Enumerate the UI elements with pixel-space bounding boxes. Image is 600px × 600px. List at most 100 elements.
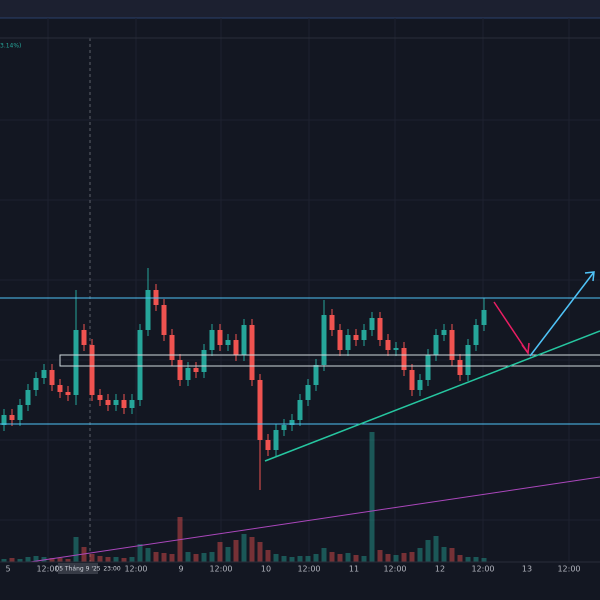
x-tick-label: 12:00 bbox=[383, 565, 406, 574]
candle-body bbox=[329, 315, 335, 330]
candle-body bbox=[449, 330, 455, 360]
candle-body bbox=[337, 330, 343, 350]
volume-bar bbox=[73, 537, 79, 562]
x-tick-label: 12:00 bbox=[36, 565, 59, 574]
volume-bar bbox=[33, 556, 39, 562]
candle-body bbox=[241, 325, 247, 355]
volume-bar bbox=[273, 554, 279, 562]
volume-bar bbox=[97, 556, 103, 562]
volume-bar bbox=[9, 558, 15, 562]
volume-bar bbox=[393, 555, 399, 562]
candle-body bbox=[473, 325, 479, 345]
volume-bar bbox=[481, 558, 487, 562]
candle-body bbox=[345, 335, 351, 350]
candle-body bbox=[17, 405, 23, 420]
candle-body bbox=[97, 395, 103, 400]
candle-body bbox=[425, 355, 431, 380]
volume-bar bbox=[353, 555, 359, 562]
volume-bar bbox=[145, 548, 151, 562]
candle-body bbox=[313, 365, 319, 385]
x-tick-label: 12:00 bbox=[297, 565, 320, 574]
candle-body bbox=[177, 360, 183, 380]
candle-body bbox=[201, 350, 207, 372]
x-tick-label: 23:00 bbox=[103, 566, 120, 573]
volume-bar bbox=[313, 554, 319, 562]
candle-body bbox=[361, 330, 367, 340]
candle-body bbox=[281, 425, 287, 430]
volume-bar bbox=[409, 552, 415, 562]
candle-body bbox=[33, 378, 39, 390]
candle-body bbox=[385, 340, 391, 350]
candle-body bbox=[305, 385, 311, 400]
candle-body bbox=[257, 380, 263, 440]
volume-bar bbox=[241, 534, 247, 562]
volume-bar bbox=[81, 547, 87, 562]
volume-bar bbox=[257, 542, 263, 562]
candle-body bbox=[321, 315, 327, 365]
x-tick-label: 12:00 bbox=[471, 565, 494, 574]
candle-body bbox=[377, 318, 383, 340]
volume-bar bbox=[329, 552, 335, 562]
volume-bar bbox=[105, 557, 111, 562]
candle-body bbox=[249, 325, 255, 380]
candle-body bbox=[65, 392, 71, 395]
candle-body bbox=[401, 348, 407, 370]
drawings bbox=[0, 271, 600, 563]
volume-bar bbox=[57, 558, 63, 562]
candle-body bbox=[417, 380, 423, 390]
candle-body bbox=[481, 310, 487, 325]
volume-bar bbox=[25, 557, 31, 562]
volume-bar bbox=[281, 556, 287, 562]
volume-bar bbox=[65, 559, 71, 562]
candle-body bbox=[193, 368, 199, 372]
change-label: 3.14%) bbox=[0, 43, 21, 50]
candle-body bbox=[265, 440, 271, 450]
candle-body bbox=[409, 370, 415, 390]
candle-body bbox=[225, 340, 231, 345]
volume-bar bbox=[361, 556, 367, 562]
x-tick-label: 11 bbox=[349, 565, 359, 574]
volume-bar bbox=[369, 432, 375, 562]
candle-body bbox=[105, 400, 111, 405]
volume-bar bbox=[249, 537, 255, 562]
volume-bar bbox=[337, 554, 343, 562]
x-tick-label: 10 bbox=[261, 565, 271, 574]
volume-bar bbox=[201, 553, 207, 562]
candle-body bbox=[209, 330, 215, 350]
volume-bar bbox=[89, 554, 95, 562]
candle-body bbox=[9, 415, 15, 420]
candle-body bbox=[185, 368, 191, 380]
volume-bar bbox=[161, 553, 167, 562]
candle-body bbox=[369, 318, 375, 330]
volume-bar bbox=[385, 554, 391, 562]
candle-body bbox=[433, 335, 439, 355]
x-tick-label: 12:00 bbox=[124, 565, 147, 574]
volume-bar bbox=[233, 540, 239, 562]
volume-bar bbox=[121, 558, 127, 562]
candle-body bbox=[57, 385, 63, 392]
volume-bar bbox=[129, 557, 135, 562]
volume-bar bbox=[377, 550, 383, 562]
volume-bar bbox=[321, 548, 327, 562]
candle-body bbox=[137, 330, 143, 400]
x-tick-label: 9 bbox=[178, 565, 183, 574]
crosshair-label-bg bbox=[58, 563, 98, 574]
volume-bar bbox=[113, 557, 119, 562]
x-tick-label: 05 Tháng 9 '25 bbox=[55, 566, 100, 573]
volume-bar bbox=[345, 553, 351, 562]
candle-body bbox=[289, 420, 295, 425]
candle-body bbox=[273, 430, 279, 450]
top-bar bbox=[0, 0, 600, 18]
candle-body bbox=[393, 348, 399, 350]
volume-bar bbox=[209, 552, 215, 562]
candle-body bbox=[161, 305, 167, 335]
x-tick-label: 12:00 bbox=[209, 565, 232, 574]
x-tick-label: 12:00 bbox=[557, 565, 580, 574]
x-tick-label: 13 bbox=[522, 565, 532, 574]
volume-bar bbox=[217, 542, 223, 562]
candle-body bbox=[121, 400, 127, 408]
volume-bar bbox=[473, 557, 479, 562]
candle-body bbox=[353, 335, 359, 340]
